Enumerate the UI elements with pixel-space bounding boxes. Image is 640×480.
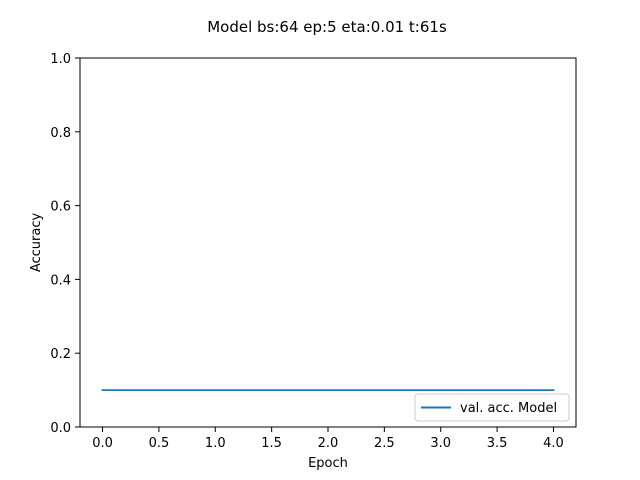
legend-box bbox=[414, 393, 570, 422]
x-axis-ticks: 0.0 0.5 1.0 1.5 2.0 2.5 3.0 3.5 4.0 bbox=[92, 427, 564, 451]
y-axis-ticks: 0.0 0.2 0.4 0.6 0.8 1.0 bbox=[50, 52, 80, 436]
x-tick-label: 1.5 bbox=[261, 436, 282, 451]
x-tick-label: 0.0 bbox=[92, 436, 113, 451]
legend-entry-label: val. acc. Model bbox=[460, 401, 557, 416]
x-tick-label: 4.0 bbox=[543, 436, 564, 451]
y-tick-label: 0.6 bbox=[50, 200, 71, 215]
x-tick-label: 1.0 bbox=[205, 436, 226, 451]
y-tick-label: 0.8 bbox=[50, 126, 71, 141]
x-tick-label: 3.0 bbox=[430, 436, 451, 451]
y-tick-label: 0.0 bbox=[50, 421, 71, 436]
y-axis-label: Accuracy bbox=[29, 213, 44, 273]
y-tick-label: 0.4 bbox=[50, 273, 71, 288]
plot-area bbox=[80, 58, 576, 427]
y-tick-label: 1.0 bbox=[50, 52, 71, 67]
x-tick-label: 2.0 bbox=[318, 436, 339, 451]
x-tick-label: 0.5 bbox=[149, 436, 170, 451]
x-tick-label: 3.5 bbox=[487, 436, 508, 451]
legend: val. acc. Model bbox=[414, 393, 570, 422]
x-tick-label: 2.5 bbox=[374, 436, 395, 451]
x-axis-label: Epoch bbox=[308, 456, 348, 471]
y-tick-label: 0.2 bbox=[50, 347, 71, 362]
chart-title: Model bs:64 ep:5 eta:0.01 t:61s bbox=[207, 18, 447, 36]
